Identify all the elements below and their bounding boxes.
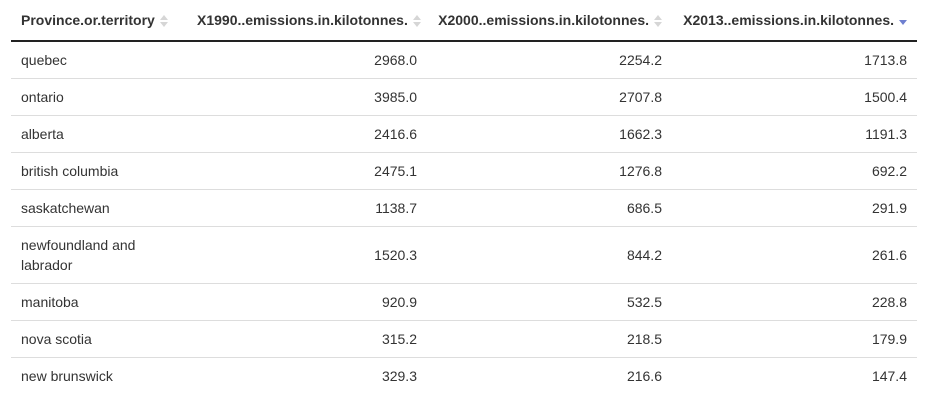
table-body: quebec 2968.0 2254.2 1713.8 ontario 3985.0 270… (11, 40, 917, 394)
cell-2013-emissions: 1500.4 (672, 78, 917, 116)
sort-icon (412, 14, 421, 28)
column-header-1990[interactable]: X1990..emissions.in.kilotonnes. (187, 0, 427, 42)
cell-2000-emissions: 218.5 (427, 320, 672, 358)
cell-province: manitoba (11, 283, 187, 321)
column-header-label: Province.or.territory (21, 11, 155, 28)
cell-2013-emissions: 261.6 (672, 226, 917, 284)
column-header-2013[interactable]: X2013..emissions.in.kilotonnes. (672, 0, 917, 42)
table-row: ontario 3985.0 2707.8 1500.4 (11, 78, 917, 116)
cell-1990-emissions: 2968.0 (187, 40, 427, 79)
cell-2013-emissions: 692.2 (672, 152, 917, 190)
cell-province: saskatchewan (11, 189, 187, 227)
cell-1990-emissions: 1520.3 (187, 226, 427, 284)
cell-2013-emissions: 147.4 (672, 357, 917, 394)
cell-1990-emissions: 920.9 (187, 283, 427, 321)
cell-province: ontario (11, 78, 187, 116)
cell-province: quebec (11, 40, 187, 79)
cell-2000-emissions: 686.5 (427, 189, 672, 227)
table-header: Province.or.territory X1990..emissions.i… (11, 0, 917, 42)
header-row: Province.or.territory X1990..emissions.i… (11, 0, 917, 42)
column-header-province[interactable]: Province.or.territory (11, 0, 187, 42)
cell-province: nova scotia (11, 320, 187, 358)
table-row: quebec 2968.0 2254.2 1713.8 (11, 40, 917, 79)
emissions-table: Province.or.territory X1990..emissions.i… (11, 0, 917, 394)
sort-descending-icon (898, 14, 907, 28)
cell-province-text: newfoundland and labrador (21, 237, 136, 273)
cell-2000-emissions: 216.6 (427, 357, 672, 394)
cell-1990-emissions: 3985.0 (187, 78, 427, 116)
cell-province: british columbia (11, 152, 187, 190)
column-header-label: X2000..emissions.in.kilotonnes. (438, 11, 649, 28)
table-row: nova scotia 315.2 218.5 179.9 (11, 320, 917, 358)
cell-2000-emissions: 844.2 (427, 226, 672, 284)
cell-1990-emissions: 1138.7 (187, 189, 427, 227)
cell-2013-emissions: 1191.3 (672, 115, 917, 153)
table-row: alberta 2416.6 1662.3 1191.3 (11, 115, 917, 153)
cell-1990-emissions: 2416.6 (187, 115, 427, 153)
table-row: british columbia 2475.1 1276.8 692.2 (11, 152, 917, 190)
sort-icon (653, 14, 662, 28)
cell-2000-emissions: 2707.8 (427, 78, 672, 116)
table-row: saskatchewan 1138.7 686.5 291.9 (11, 189, 917, 227)
cell-1990-emissions: 315.2 (187, 320, 427, 358)
cell-province: alberta (11, 115, 187, 153)
cell-province: new brunswick (11, 357, 187, 394)
cell-2013-emissions: 1713.8 (672, 40, 917, 79)
column-header-label: X2013..emissions.in.kilotonnes. (683, 11, 894, 28)
cell-2000-emissions: 532.5 (427, 283, 672, 321)
table-row: new brunswick 329.3 216.6 147.4 (11, 357, 917, 394)
cell-2013-emissions: 228.8 (672, 283, 917, 321)
cell-2013-emissions: 291.9 (672, 189, 917, 227)
sort-icon (159, 14, 168, 28)
cell-2000-emissions: 1276.8 (427, 152, 672, 190)
cell-2013-emissions: 179.9 (672, 320, 917, 358)
column-header-2000[interactable]: X2000..emissions.in.kilotonnes. (427, 0, 672, 42)
cell-1990-emissions: 329.3 (187, 357, 427, 394)
cell-2000-emissions: 2254.2 (427, 40, 672, 79)
emissions-table-container: Province.or.territory X1990..emissions.i… (11, 0, 917, 394)
cell-province: newfoundland and labrador (11, 226, 187, 284)
cell-2000-emissions: 1662.3 (427, 115, 672, 153)
cell-1990-emissions: 2475.1 (187, 152, 427, 190)
table-row: newfoundland and labrador 1520.3 844.2 261.… (11, 226, 917, 284)
table-row: manitoba 920.9 532.5 228.8 (11, 283, 917, 321)
column-header-label: X1990..emissions.in.kilotonnes. (197, 11, 408, 28)
